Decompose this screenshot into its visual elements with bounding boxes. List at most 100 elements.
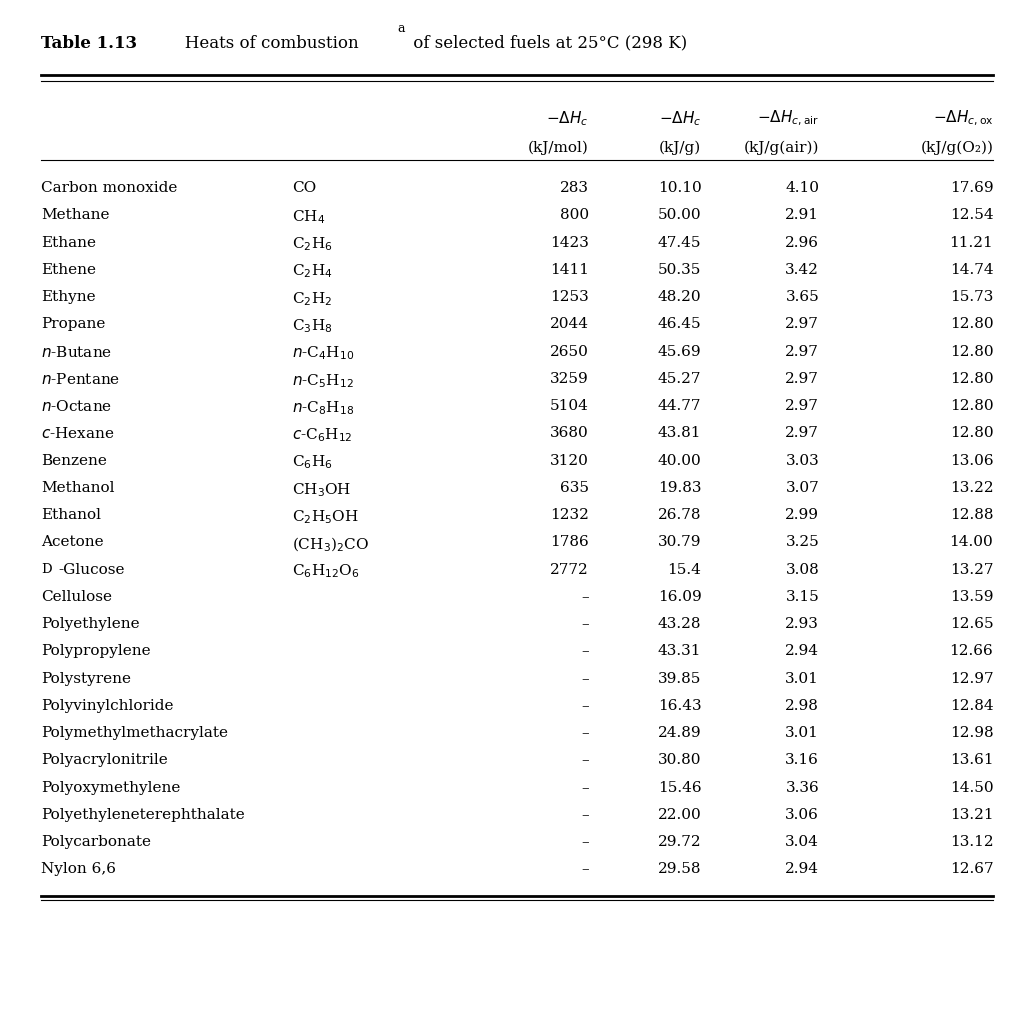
Text: 45.27: 45.27 [658,372,701,385]
Text: 12.80: 12.80 [949,426,993,440]
Text: 3.01: 3.01 [785,671,819,685]
Text: $n$-C$_4$H$_{10}$: $n$-C$_4$H$_{10}$ [292,345,354,362]
Text: Benzene: Benzene [41,454,106,468]
Text: 15.46: 15.46 [657,781,701,794]
Text: 2.91: 2.91 [785,208,819,223]
Text: 1232: 1232 [550,508,589,522]
Text: 14.00: 14.00 [949,535,993,549]
Text: 43.81: 43.81 [658,426,701,440]
Text: Cellulose: Cellulose [41,590,112,604]
Text: 3259: 3259 [550,372,589,385]
Text: 3680: 3680 [550,426,589,440]
Text: CH$_4$: CH$_4$ [292,208,325,226]
Text: C$_2$H$_5$OH: C$_2$H$_5$OH [292,508,358,526]
Text: 635: 635 [560,481,589,495]
Text: C$_6$H$_{12}$O$_6$: C$_6$H$_{12}$O$_6$ [292,562,359,581]
Text: 3.03: 3.03 [785,454,819,468]
Text: 43.31: 43.31 [658,645,701,658]
Text: 3.06: 3.06 [785,807,819,822]
Text: Polyacrylonitrile: Polyacrylonitrile [41,754,168,768]
Text: 13.22: 13.22 [949,481,993,495]
Text: 45.69: 45.69 [657,345,701,359]
Text: 12.84: 12.84 [949,699,993,713]
Text: 2.96: 2.96 [785,236,819,249]
Text: 13.12: 13.12 [949,835,993,849]
Text: 12.97: 12.97 [949,671,993,685]
Text: 39.85: 39.85 [658,671,701,685]
Text: 4.10: 4.10 [785,181,819,195]
Text: $-\Delta H_c$: $-\Delta H_c$ [659,109,701,127]
Text: 2772: 2772 [550,562,589,577]
Text: Table 1.13: Table 1.13 [41,35,137,52]
Text: 17.69: 17.69 [949,181,993,195]
Text: 50.35: 50.35 [658,262,701,277]
Text: 3.25: 3.25 [785,535,819,549]
Text: $-\Delta H_{c,\mathrm{air}}$: $-\Delta H_{c,\mathrm{air}}$ [757,109,819,128]
Text: –: – [582,754,589,768]
Text: 2.93: 2.93 [785,617,819,632]
Text: 2.97: 2.97 [785,399,819,413]
Text: $-\Delta H_{c,\mathrm{ox}}$: $-\Delta H_{c,\mathrm{ox}}$ [933,109,993,128]
Text: –: – [582,617,589,632]
Text: -Glucose: -Glucose [58,562,125,577]
Text: 12.67: 12.67 [949,862,993,877]
Text: 43.28: 43.28 [658,617,701,632]
Text: Ethane: Ethane [41,236,96,249]
Text: 12.54: 12.54 [949,208,993,223]
Text: 30.79: 30.79 [658,535,701,549]
Text: CH$_3$OH: CH$_3$OH [292,481,351,498]
Text: 22.00: 22.00 [657,807,701,822]
Text: 1411: 1411 [550,262,589,277]
Text: –: – [582,862,589,877]
Text: 15.73: 15.73 [950,290,993,304]
Text: a: a [397,22,404,36]
Text: 3.04: 3.04 [785,835,819,849]
Text: 13.27: 13.27 [950,562,993,577]
Text: Acetone: Acetone [41,535,103,549]
Text: 1786: 1786 [550,535,589,549]
Text: C$_6$H$_6$: C$_6$H$_6$ [292,454,333,471]
Text: 5104: 5104 [550,399,589,413]
Text: 3.08: 3.08 [785,562,819,577]
Text: –: – [582,807,589,822]
Text: 13.06: 13.06 [949,454,993,468]
Text: Propane: Propane [41,317,105,332]
Text: $n$-C$_5$H$_{12}$: $n$-C$_5$H$_{12}$ [292,372,353,390]
Text: 48.20: 48.20 [657,290,701,304]
Text: 3.15: 3.15 [785,590,819,604]
Text: 3.42: 3.42 [785,262,819,277]
Text: Carbon monoxide: Carbon monoxide [41,181,177,195]
Text: 3.07: 3.07 [785,481,819,495]
Text: Polymethylmethacrylate: Polymethylmethacrylate [41,726,228,740]
Text: 3.36: 3.36 [785,781,819,794]
Text: 2.97: 2.97 [785,426,819,440]
Text: 3.16: 3.16 [785,754,819,768]
Text: Polyethyleneterephthalate: Polyethyleneterephthalate [41,807,245,822]
Text: 12.88: 12.88 [950,508,993,522]
Text: Nylon 6,6: Nylon 6,6 [41,862,116,877]
Text: 10.10: 10.10 [657,181,701,195]
Text: 2.98: 2.98 [785,699,819,713]
Text: C$_3$H$_8$: C$_3$H$_8$ [292,317,333,335]
Text: 44.77: 44.77 [658,399,701,413]
Text: 3.65: 3.65 [785,290,819,304]
Text: Ethyne: Ethyne [41,290,95,304]
Text: 30.80: 30.80 [658,754,701,768]
Text: 12.80: 12.80 [949,345,993,359]
Text: 2.97: 2.97 [785,317,819,332]
Text: –: – [582,671,589,685]
Text: 12.66: 12.66 [949,645,993,658]
Text: 12.65: 12.65 [949,617,993,632]
Text: 1423: 1423 [550,236,589,249]
Text: 29.58: 29.58 [658,862,701,877]
Text: 14.50: 14.50 [949,781,993,794]
Text: –: – [582,590,589,604]
Text: 11.21: 11.21 [949,236,993,249]
Text: 29.72: 29.72 [657,835,701,849]
Text: 46.45: 46.45 [657,317,701,332]
Text: Heats of combustion: Heats of combustion [169,35,358,52]
Text: 15.4: 15.4 [668,562,701,577]
Text: 2.97: 2.97 [785,372,819,385]
Text: $-\Delta H_c$: $-\Delta H_c$ [547,109,589,127]
Text: 2.94: 2.94 [785,645,819,658]
